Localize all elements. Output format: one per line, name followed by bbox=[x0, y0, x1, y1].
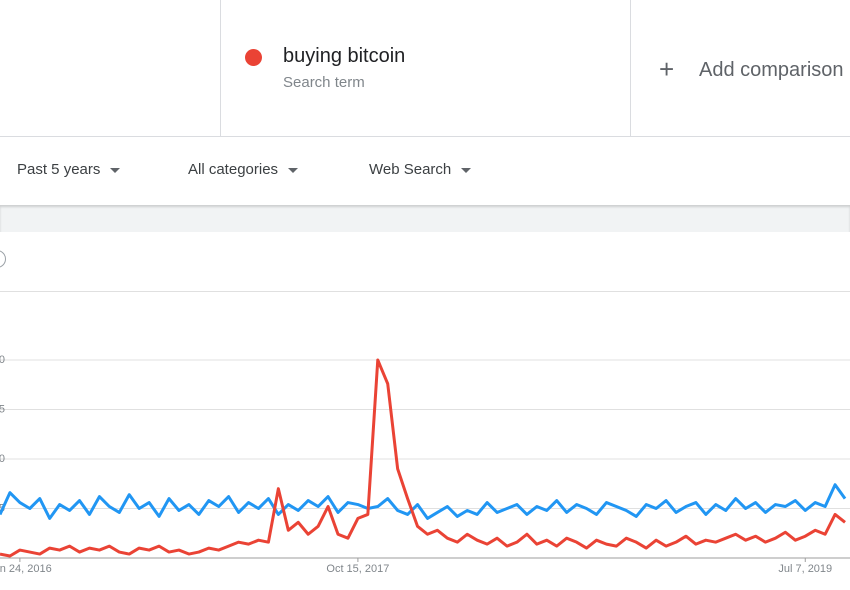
x-tick-label: Jul 7, 2019 bbox=[778, 563, 832, 575]
series-line bbox=[0, 358, 846, 558]
add-comparison[interactable]: Add comparison bbox=[699, 59, 844, 81]
plus-icon[interactable]: + bbox=[659, 54, 675, 84]
search-term[interactable]: buying bitcoin bbox=[283, 45, 406, 67]
divider bbox=[220, 0, 221, 136]
series-line bbox=[0, 483, 847, 520]
x-tick-label: Oct 15, 2017 bbox=[326, 563, 389, 575]
divider bbox=[0, 136, 850, 137]
filter[interactable]: All categories bbox=[188, 161, 298, 178]
y-tick-label: 75 bbox=[0, 403, 5, 415]
filter[interactable]: Past 5 years bbox=[17, 161, 120, 178]
y-tick-label: 100 bbox=[0, 354, 5, 366]
x-tick-label: Jun 24, 2016 bbox=[0, 563, 52, 575]
divider bbox=[0, 291, 850, 292]
divider bbox=[630, 0, 631, 136]
filter[interactable]: Web Search bbox=[369, 161, 471, 178]
search-term-label: Search term bbox=[283, 74, 365, 91]
y-tick-label: 50 bbox=[0, 453, 5, 465]
legend-dot bbox=[245, 49, 262, 66]
separator-band bbox=[0, 205, 850, 232]
